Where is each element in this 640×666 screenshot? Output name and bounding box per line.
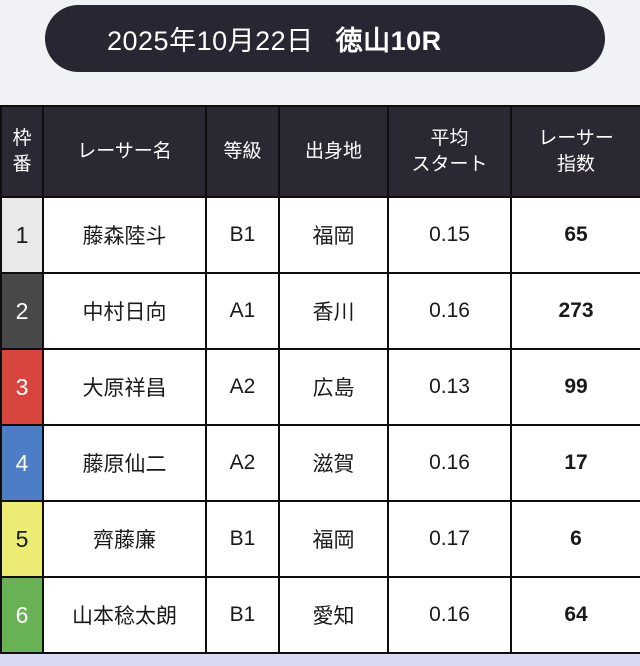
avg-start-cell: 0.16 [387, 424, 512, 502]
racer-name-cell: 大原祥昌 [42, 348, 207, 426]
table-row: 4 藤原仙二 A2 滋賀 0.16 17 [0, 424, 640, 502]
origin-cell: 福岡 [278, 196, 389, 274]
grade-cell: A1 [205, 272, 280, 350]
racer-index-cell: 6 [510, 500, 640, 578]
footer-strip [0, 654, 640, 666]
racer-name-cell: 藤原仙二 [42, 424, 207, 502]
avg-start-cell: 0.16 [387, 576, 512, 654]
racer-name-cell: 藤森陸斗 [42, 196, 207, 274]
racer-table: 枠 番 レーサー名 等級 出身地 平均 スタート レーサー 指数 1 藤森陸斗 … [0, 105, 640, 654]
table-row: 6 山本稔太朗 B1 愛知 0.16 64 [0, 576, 640, 654]
racer-index-cell: 65 [510, 196, 640, 274]
avg-start-cell: 0.15 [387, 196, 512, 274]
racer-name-cell: 山本稔太朗 [42, 576, 207, 654]
frame-number-cell: 4 [0, 424, 44, 502]
grade-cell: A2 [205, 348, 280, 426]
racer-index-cell: 64 [510, 576, 640, 654]
grade-cell: B1 [205, 196, 280, 274]
frame-number-cell: 5 [0, 500, 44, 578]
table-row: 5 齊藤廉 B1 福岡 0.17 6 [0, 500, 640, 578]
origin-cell: 愛知 [278, 576, 389, 654]
frame-number-cell: 6 [0, 576, 44, 654]
origin-cell: 福岡 [278, 500, 389, 578]
column-header-grade: 等級 [205, 105, 280, 198]
racer-index-cell: 273 [510, 272, 640, 350]
column-header-waku: 枠 番 [0, 105, 44, 198]
race-name-label: 徳山10R [335, 26, 442, 56]
frame-number-cell: 3 [0, 348, 44, 426]
column-header-origin: 出身地 [278, 105, 389, 198]
grade-cell: B1 [205, 576, 280, 654]
racer-name-cell: 中村日向 [42, 272, 207, 350]
column-header-index: レーサー 指数 [510, 105, 640, 198]
avg-start-cell: 0.17 [387, 500, 512, 578]
frame-number-cell: 1 [0, 196, 44, 274]
race-date-label: 2025年10月22日 [107, 26, 314, 56]
grade-cell: A2 [205, 424, 280, 502]
column-header-name: レーサー名 [42, 105, 207, 198]
table-row: 1 藤森陸斗 B1 福岡 0.15 65 [0, 196, 640, 274]
avg-start-cell: 0.16 [387, 272, 512, 350]
racer-name-cell: 齊藤廉 [42, 500, 207, 578]
racer-index-cell: 17 [510, 424, 640, 502]
table-header-row: 枠 番 レーサー名 等級 出身地 平均 スタート レーサー 指数 [0, 105, 640, 198]
grade-cell: B1 [205, 500, 280, 578]
origin-cell: 広島 [278, 348, 389, 426]
frame-number-cell: 2 [0, 272, 44, 350]
racer-table-container: 枠 番 レーサー名 等級 出身地 平均 スタート レーサー 指数 1 藤森陸斗 … [0, 105, 640, 654]
origin-cell: 滋賀 [278, 424, 389, 502]
table-row: 2 中村日向 A1 香川 0.16 273 [0, 272, 640, 350]
racer-index-cell: 99 [510, 348, 640, 426]
race-header: 2025年10月22日 徳山10R [45, 5, 605, 72]
header-area: 2025年10月22日 徳山10R [0, 0, 640, 72]
origin-cell: 香川 [278, 272, 389, 350]
table-row: 3 大原祥昌 A2 広島 0.13 99 [0, 348, 640, 426]
column-header-avg-start: 平均 スタート [387, 105, 512, 198]
avg-start-cell: 0.13 [387, 348, 512, 426]
